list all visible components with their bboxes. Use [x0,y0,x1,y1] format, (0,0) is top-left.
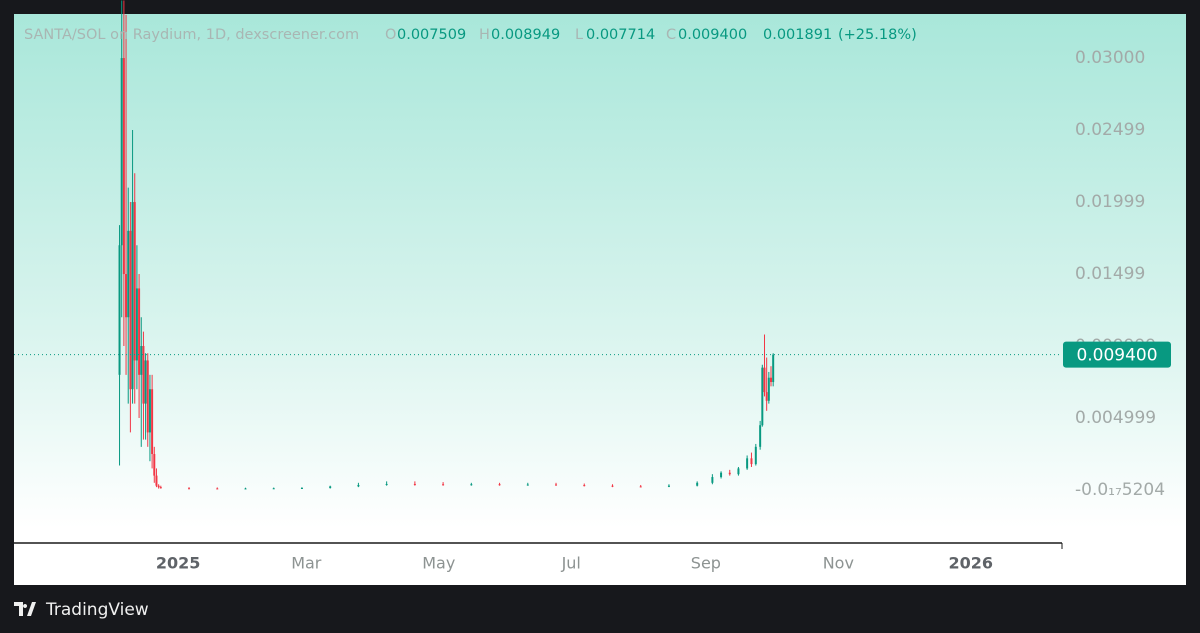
candle-body [555,484,558,486]
candle-body [127,230,130,318]
candle-body [357,484,360,487]
last-price-label: 0.009400 [1076,346,1157,366]
candle-body [746,458,749,469]
x-tick-label: Mar [291,554,322,573]
candle-body [526,484,529,486]
footer-brand: TradingView [45,600,149,620]
candle-body [244,488,247,490]
candle-body [146,360,149,433]
ohlc-key: H [479,27,490,43]
candle-body [413,483,416,485]
ohlc-key: C [666,27,676,43]
candle-body [300,487,303,489]
candle-body [761,367,764,426]
y-tick-label: 0.03000 [1075,48,1145,68]
candle-body [131,202,134,390]
candle-body [728,472,731,475]
header: SANTA/SOL on Raydium, 1D, dexscreener.co… [24,27,917,43]
candle-body [470,484,473,486]
candle-body [135,288,138,361]
x-tick-label: 2025 [156,554,201,573]
candle-body [122,58,125,275]
change-pct: (+25.18%) [838,27,917,43]
candle-body [188,488,191,490]
ohlc-value: 0.008949 [491,27,560,43]
ohlc-value: 0.007714 [586,27,655,43]
candle-body [329,486,332,488]
candle-body [155,475,158,486]
candle-body [498,484,501,486]
change: 0.001891 [763,27,832,43]
candle-body [765,392,768,401]
candle-body [120,58,123,246]
candle-body [140,346,143,375]
candle-body [142,346,145,404]
y-tick-label: 0.01999 [1075,192,1145,212]
ohlc-value: 0.009400 [678,27,747,43]
candle-body [767,377,770,401]
candle-body [125,274,128,318]
x-tick-label: Sep [691,554,721,573]
ohlc-key: O [385,27,396,43]
x-tick-label: Jul [561,554,581,573]
y-tick-label: 0.02499 [1075,120,1145,140]
logo: TradingView [14,600,149,620]
last-price-box [1063,341,1171,368]
ohlc-key: L [575,27,583,43]
candle-body [754,446,757,465]
candle-body [129,230,132,390]
candle-body [144,360,147,404]
candle-body [153,454,156,476]
x-tick-label: May [422,554,455,573]
candle-body [667,485,670,487]
x-tick-label: Nov [823,554,854,573]
candle-body [151,389,154,455]
candle-body [442,484,445,486]
candle-body [711,477,714,483]
candle-body [611,485,614,487]
candle-body [133,202,136,361]
candle-body [159,487,162,489]
chart-panel [14,14,1186,585]
x-tick-label: 2026 [949,554,994,573]
symbol: SANTA/SOL on Raydium, 1D, dexscreener.co… [24,27,359,43]
candle-body [763,367,766,393]
candle-body [216,488,219,490]
logo-icon [14,602,36,616]
candle-body [737,468,740,475]
y-tick-label: 0.004999 [1075,408,1156,428]
y-tick-label: -0.0₁₇5204 [1075,480,1165,500]
candle-body [750,458,753,465]
candle-body [770,377,773,383]
candle-body [118,245,121,375]
candles [118,0,775,490]
candle-body [639,486,642,488]
candle-body [385,483,388,485]
candle-body [759,425,762,447]
candle-body [583,485,586,487]
candle-body [148,389,151,433]
candle-body [157,485,160,488]
candle-body [772,354,775,383]
y-tick-label: 0.01499 [1075,264,1145,284]
candle-body [720,472,723,478]
candle-body [272,488,275,490]
ohlc-value: 0.007509 [397,27,466,43]
candle-body [138,288,141,375]
candle-body [696,482,699,486]
